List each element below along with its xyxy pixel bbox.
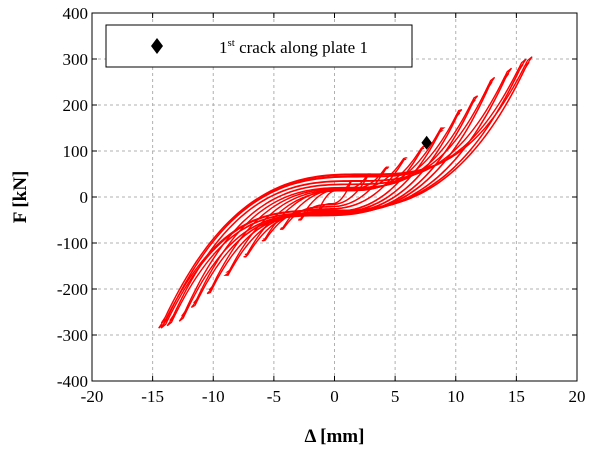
y-tick-label: -200 (57, 280, 88, 299)
x-axis-label: Δ [mm] (305, 426, 365, 447)
legend-label-sup: st (228, 37, 235, 49)
x-tick-label: -15 (141, 387, 164, 406)
y-tick-label: -400 (57, 372, 88, 391)
hysteresis-loop-repeat (298, 174, 371, 220)
marker-layer (421, 135, 432, 150)
y-tick-label: 0 (80, 188, 89, 207)
y-axis-label: F [kN] (10, 171, 31, 224)
hysteresis-loop-repeat (280, 167, 389, 229)
x-tick-label: -20 (81, 387, 104, 406)
y-tick-label: 200 (63, 96, 89, 115)
y-tick-label: 100 (63, 142, 89, 161)
y-tick-label: 400 (63, 4, 89, 23)
hysteresis-loop-repeat (316, 180, 353, 214)
y-tick-label: -100 (57, 234, 88, 253)
legend-diamond-icon (151, 38, 163, 54)
x-tick-label: 20 (569, 387, 586, 406)
ticks: -20 -15 -10 -5 0 5 10 15 20 -400 -300 -200 -100 0 100 2… (57, 4, 586, 406)
legend: 1st crack along plate 1 (105, 24, 413, 68)
x-tick-label: 0 (330, 387, 339, 406)
x-tick-label: -10 (202, 387, 225, 406)
hysteresis-loops (158, 56, 533, 329)
hysteresis-loop-repeat (160, 61, 530, 324)
legend-label-suffix: crack along plate 1 (235, 38, 368, 57)
hysteresis-loop-repeat (169, 72, 510, 322)
x-tick-label: 5 (391, 387, 400, 406)
hysteresis-loop-repeat (181, 81, 493, 317)
y-tick-label: 300 (63, 50, 89, 69)
legend-label-prefix: 1 (219, 38, 228, 57)
x-tick-label: 15 (508, 387, 525, 406)
x-tick-label: 10 (447, 387, 464, 406)
x-tick-label: -5 (267, 387, 281, 406)
crack-marker-diamond-icon (421, 135, 432, 150)
legend-label: 1st crack along plate 1 (219, 37, 368, 57)
y-tick-label: -300 (57, 326, 88, 345)
